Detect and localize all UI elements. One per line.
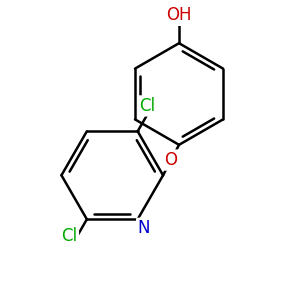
Text: Cl: Cl [139, 97, 155, 115]
Text: O: O [164, 151, 178, 169]
Text: Cl: Cl [61, 226, 77, 244]
Text: OH: OH [166, 6, 192, 24]
Text: N: N [138, 219, 150, 237]
